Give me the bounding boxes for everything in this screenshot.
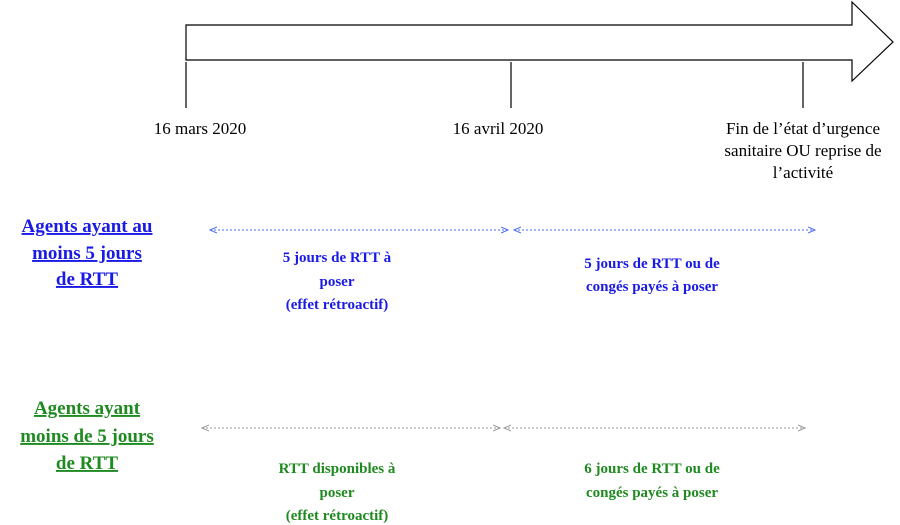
period-text: poser — [320, 274, 355, 290]
period-text: (effet rétroactif) — [286, 508, 389, 524]
row-label: Agents ayant — [34, 398, 141, 419]
marker-label: Fin de l’état d’urgence — [726, 119, 880, 138]
row-label: Agents ayant au — [22, 216, 153, 237]
period-text: poser — [320, 485, 355, 501]
row-label: moins 5 jours — [32, 243, 142, 264]
marker-label: sanitaire OU reprise de — [724, 141, 881, 160]
period-text: RTT disponibles à — [279, 461, 396, 477]
marker-label: 16 avril 2020 — [453, 119, 544, 138]
marker-label: 16 mars 2020 — [154, 119, 247, 138]
marker-label: l’activité — [773, 163, 833, 182]
row-label: moins de 5 jours — [20, 426, 154, 447]
row-label: de RTT — [56, 269, 118, 290]
period-text: congés payés à poser — [586, 279, 718, 295]
period-text: 6 jours de RTT ou de — [584, 461, 720, 477]
period-text: 5 jours de RTT à — [283, 250, 392, 266]
period-text: (effet rétroactif) — [286, 297, 389, 313]
row-label: de RTT — [56, 453, 118, 474]
period-text: 5 jours de RTT ou de — [584, 256, 720, 272]
period-text: congés payés à poser — [586, 485, 718, 501]
timeline-arrow — [185, 0, 894, 83]
